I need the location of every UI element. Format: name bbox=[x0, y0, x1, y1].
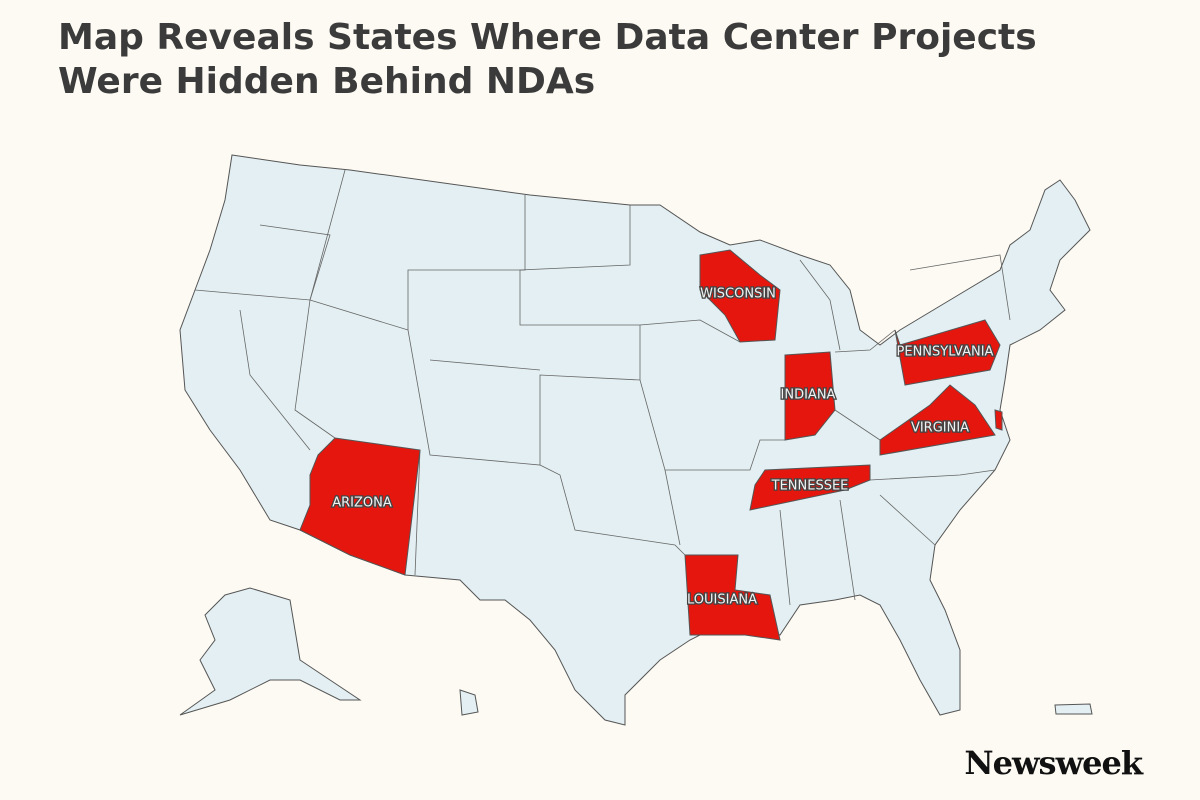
indiana bbox=[784, 351, 836, 441]
state-label: LOUISIANA bbox=[687, 593, 757, 608]
state-label: PENNSYLVANIA bbox=[897, 345, 994, 360]
tennessee bbox=[749, 464, 871, 511]
hawaii bbox=[459, 689, 479, 716]
wisconsin bbox=[699, 249, 781, 343]
state-label: ARIZONA bbox=[332, 496, 392, 511]
virginia bbox=[879, 384, 996, 456]
puerto-rico bbox=[1054, 703, 1093, 715]
pennsylvania bbox=[894, 319, 1001, 386]
alaska bbox=[179, 587, 362, 716]
state-label: WISCONSIN bbox=[700, 287, 776, 302]
state-label: INDIANA bbox=[781, 388, 836, 403]
title: Map Reveals States Where Data Center Pro… bbox=[58, 17, 1037, 102]
delaware bbox=[994, 409, 1003, 431]
state-label: TENNESSEE bbox=[771, 479, 849, 494]
state-borders bbox=[194, 169, 1011, 606]
us-outline bbox=[179, 154, 1091, 726]
arizona bbox=[299, 437, 421, 576]
state-label: VIRGINIA bbox=[911, 421, 969, 436]
brand-logo: Newsweek bbox=[964, 744, 1143, 782]
louisiana bbox=[684, 554, 781, 641]
